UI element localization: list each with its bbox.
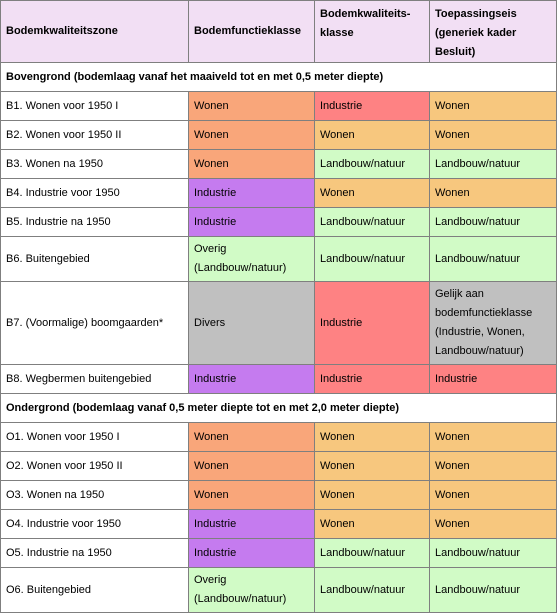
cell-kwaliteitsklasse: Industrie xyxy=(314,281,430,365)
table-row: O2. Wonen voor 1950 II Wonen Wonen Wonen xyxy=(0,451,557,481)
table-row: B1. Wonen voor 1950 I Wonen Industrie Wo… xyxy=(0,91,557,121)
header-row: Bodemkwaliteitszone Bodemfunctieklasse B… xyxy=(0,0,557,63)
cell-zone: O1. Wonen voor 1950 I xyxy=(0,422,189,452)
header-zone: Bodemkwaliteitszone xyxy=(0,0,189,63)
cell-toepassingseis: Wonen xyxy=(429,451,557,481)
cell-kwaliteitsklasse: Landbouw/natuur xyxy=(314,236,430,282)
cell-zone: B4. Industrie voor 1950 xyxy=(0,178,189,208)
cell-zone: B3. Wonen na 1950 xyxy=(0,149,189,179)
cell-kwaliteitsklasse: Wonen xyxy=(314,509,430,539)
table-row: O3. Wonen na 1950 Wonen Wonen Wonen xyxy=(0,480,557,510)
cell-functieklasse: Industrie xyxy=(188,509,315,539)
cell-toepassingseis: Gelijk aan bodemfunctieklasse (Industrie… xyxy=(429,281,557,365)
cell-toepassingseis: Wonen xyxy=(429,178,557,208)
cell-zone: O3. Wonen na 1950 xyxy=(0,480,189,510)
cell-toepassingseis: Industrie xyxy=(429,364,557,394)
section-row: Ondergrond (bodemlaag vanaf 0,5 meter di… xyxy=(0,393,557,423)
cell-zone: B6. Buitengebied xyxy=(0,236,189,282)
table-row: O5. Industrie na 1950 Industrie Landbouw… xyxy=(0,538,557,568)
cell-kwaliteitsklasse: Landbouw/natuur xyxy=(314,207,430,237)
cell-toepassingseis: Wonen xyxy=(429,480,557,510)
table-row: O4. Industrie voor 1950 Industrie Wonen … xyxy=(0,509,557,539)
table-row: B4. Industrie voor 1950 Industrie Wonen … xyxy=(0,178,557,208)
table-row: B2. Wonen voor 1950 II Wonen Wonen Wonen xyxy=(0,120,557,150)
cell-functieklasse: Overig (Landbouw/natuur) xyxy=(188,567,315,613)
cell-functieklasse: Wonen xyxy=(188,120,315,150)
header-functieklasse: Bodemfunctieklasse xyxy=(188,0,315,63)
cell-functieklasse: Industrie xyxy=(188,538,315,568)
cell-zone: O4. Industrie voor 1950 xyxy=(0,509,189,539)
cell-kwaliteitsklasse: Wonen xyxy=(314,120,430,150)
table-row: O6. Buitengebied Overig (Landbouw/natuur… xyxy=(0,567,557,613)
cell-zone: B2. Wonen voor 1950 II xyxy=(0,120,189,150)
cell-kwaliteitsklasse: Wonen xyxy=(314,480,430,510)
cell-kwaliteitsklasse: Wonen xyxy=(314,178,430,208)
cell-kwaliteitsklasse: Industrie xyxy=(314,364,430,394)
table-row: B7. (Voormalige) boomgaarden* Divers Ind… xyxy=(0,281,557,365)
cell-kwaliteitsklasse: Industrie xyxy=(314,91,430,121)
cell-toepassingseis: Landbouw/natuur xyxy=(429,236,557,282)
cell-kwaliteitsklasse: Wonen xyxy=(314,422,430,452)
cell-zone: O6. Buitengebied xyxy=(0,567,189,613)
cell-functieklasse: Divers xyxy=(188,281,315,365)
cell-kwaliteitsklasse: Landbouw/natuur xyxy=(314,567,430,613)
cell-functieklasse: Industrie xyxy=(188,178,315,208)
table-row: O1. Wonen voor 1950 I Wonen Wonen Wonen xyxy=(0,422,557,452)
table-row: B6. Buitengebied Overig (Landbouw/natuur… xyxy=(0,236,557,282)
table-row: B5. Industrie na 1950 Industrie Landbouw… xyxy=(0,207,557,237)
cell-toepassingseis: Wonen xyxy=(429,422,557,452)
cell-toepassingseis: Landbouw/natuur xyxy=(429,538,557,568)
cell-zone: O5. Industrie na 1950 xyxy=(0,538,189,568)
cell-zone: B8. Wegbermen buitengebied xyxy=(0,364,189,394)
cell-functieklasse: Wonen xyxy=(188,91,315,121)
cell-toepassingseis: Wonen xyxy=(429,509,557,539)
cell-functieklasse: Wonen xyxy=(188,149,315,179)
header-toepassingseis: Toepassingseis (generiek kader Besluit) xyxy=(429,0,557,63)
header-kwaliteitsklasse: Bodemkwaliteits-klasse xyxy=(314,0,430,63)
cell-functieklasse: Wonen xyxy=(188,480,315,510)
section-row: Bovengrond (bodemlaag vanaf het maaiveld… xyxy=(0,62,557,92)
cell-functieklasse: Wonen xyxy=(188,422,315,452)
cell-functieklasse: Industrie xyxy=(188,364,315,394)
cell-zone: B1. Wonen voor 1950 I xyxy=(0,91,189,121)
cell-toepassingseis: Landbouw/natuur xyxy=(429,567,557,613)
cell-kwaliteitsklasse: Landbouw/natuur xyxy=(314,538,430,568)
cell-toepassingseis: Wonen xyxy=(429,120,557,150)
cell-functieklasse: Overig (Landbouw/natuur) xyxy=(188,236,315,282)
cell-zone: B5. Industrie na 1950 xyxy=(0,207,189,237)
cell-zone: O2. Wonen voor 1950 II xyxy=(0,451,189,481)
cell-zone: B7. (Voormalige) boomgaarden* xyxy=(0,281,189,365)
cell-kwaliteitsklasse: Landbouw/natuur xyxy=(314,149,430,179)
table-row: B3. Wonen na 1950 Wonen Landbouw/natuur … xyxy=(0,149,557,179)
cell-functieklasse: Wonen xyxy=(188,451,315,481)
section-title-ondergrond: Ondergrond (bodemlaag vanaf 0,5 meter di… xyxy=(0,393,557,423)
cell-toepassingseis: Landbouw/natuur xyxy=(429,207,557,237)
section-title-bovengrond: Bovengrond (bodemlaag vanaf het maaiveld… xyxy=(0,62,557,92)
cell-kwaliteitsklasse: Wonen xyxy=(314,451,430,481)
cell-toepassingseis: Wonen xyxy=(429,91,557,121)
table-row: B8. Wegbermen buitengebied Industrie Ind… xyxy=(0,364,557,394)
cell-functieklasse: Industrie xyxy=(188,207,315,237)
cell-toepassingseis: Landbouw/natuur xyxy=(429,149,557,179)
